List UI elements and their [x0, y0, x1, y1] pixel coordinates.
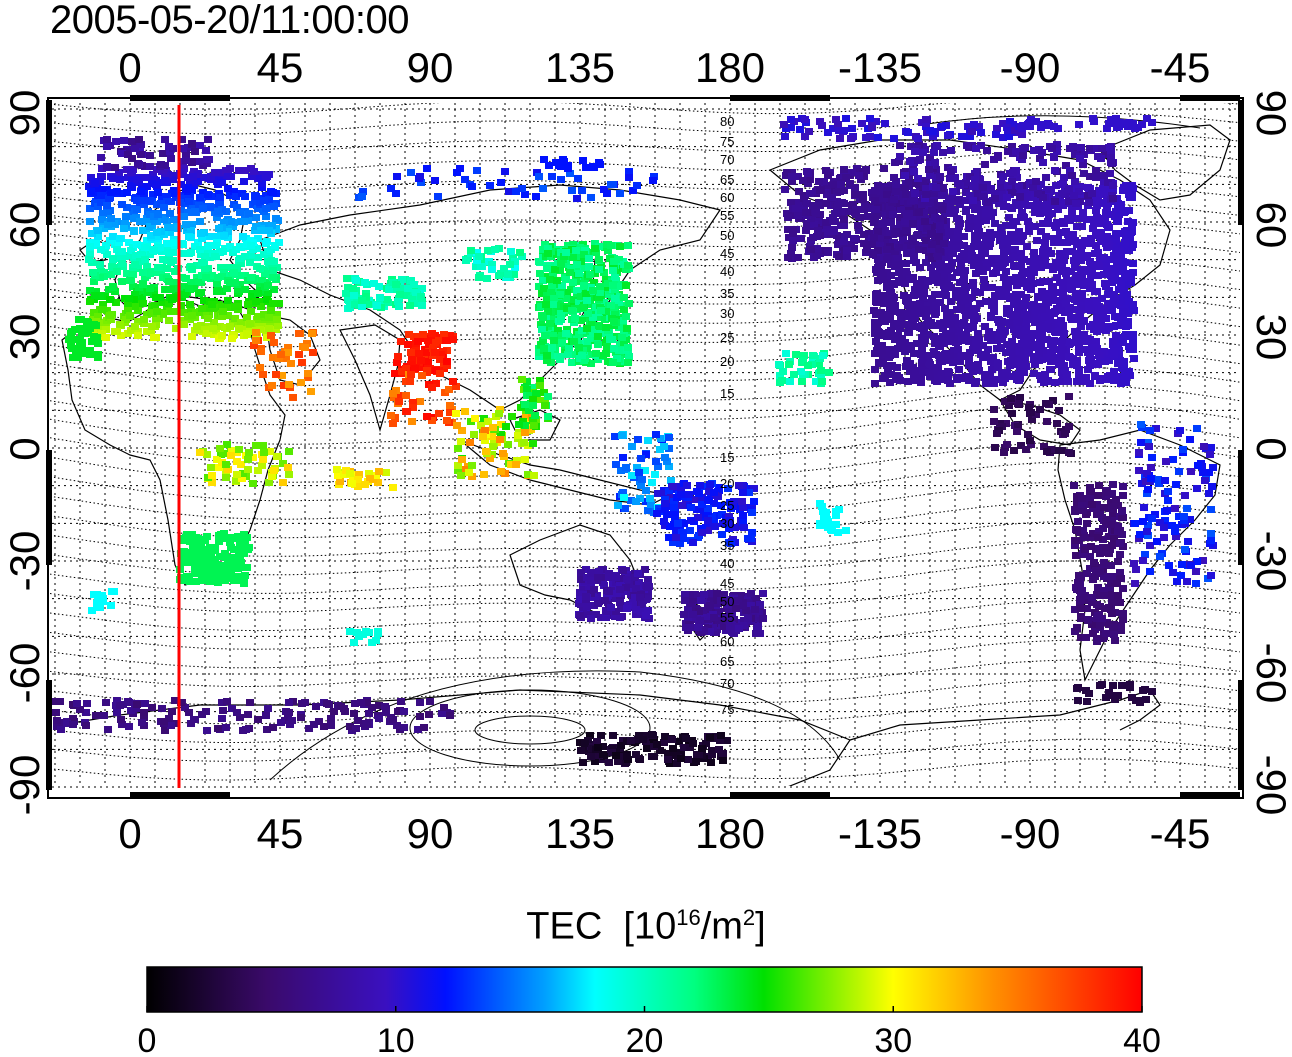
x-ticks-top: 0 45 90 135 180 -135 -90 -45	[118, 44, 1210, 91]
x-ticks-bottom: 0 45 90 135 180 -135 -90 -45	[118, 810, 1210, 857]
colorbar-ticks: 0 10 20 30 40	[138, 1006, 1161, 1057]
colorbar-label: TEC [1016/m2]	[526, 905, 766, 948]
contour-labels: 8075706560555045403530252015152025303540…	[720, 114, 734, 717]
plot-frame	[47, 97, 1244, 799]
colorbar	[146, 966, 1143, 1013]
map-title: 2005-05-20/11:00:00	[50, 0, 409, 42]
tec-data-cells	[52, 115, 1217, 767]
